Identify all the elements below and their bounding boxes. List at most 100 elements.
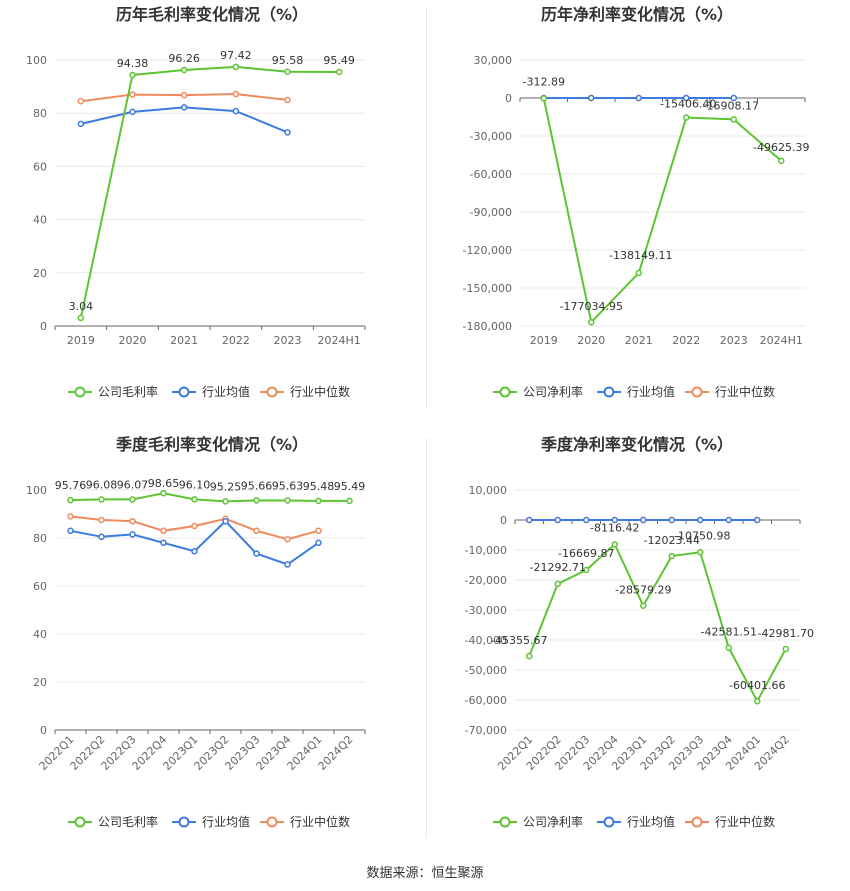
data-point <box>526 652 533 660</box>
legend-marker <box>499 816 511 828</box>
data-point <box>640 602 647 609</box>
data-point <box>315 497 322 505</box>
data-point <box>635 269 642 277</box>
data-label: -60401.66 <box>729 679 785 692</box>
data-point <box>640 516 647 524</box>
data-point <box>160 539 167 547</box>
data-label: 98.65 <box>148 477 180 490</box>
legend-item: 公司净利率 <box>493 814 583 829</box>
data-point <box>129 91 136 98</box>
x-tick-label: 2019 <box>67 334 95 347</box>
data-point <box>77 314 85 322</box>
legend-item: 行业中位数 <box>685 814 775 829</box>
data-point <box>284 68 291 76</box>
data-point <box>346 497 353 505</box>
x-tick-label: 2023 <box>720 334 748 347</box>
y-tick-label: -90,000 <box>470 206 512 219</box>
data-point <box>697 516 704 524</box>
legend-item: 公司净利率 <box>493 384 583 399</box>
legend-marker <box>266 386 278 398</box>
y-tick-label: 10,000 <box>469 484 508 497</box>
data-point <box>778 157 785 165</box>
data-point <box>67 496 74 504</box>
x-tick-label: 2020 <box>119 334 147 347</box>
legend-marker <box>266 816 278 828</box>
data-label: -138149.11 <box>609 249 672 262</box>
data-point <box>284 129 291 136</box>
data-point <box>526 516 533 524</box>
data-point <box>253 550 260 557</box>
legend-item: 行业中位数 <box>260 384 350 399</box>
data-label: -45355.67 <box>491 634 547 647</box>
x-tick-label: 2019 <box>530 334 558 347</box>
data-point <box>683 94 690 102</box>
data-point <box>232 107 240 115</box>
data-point <box>588 318 595 326</box>
data-point <box>222 498 229 505</box>
data-label: 95.48 <box>303 480 335 493</box>
data-point <box>725 644 732 651</box>
data-point <box>284 535 291 543</box>
data-label: -312.89 <box>523 75 565 88</box>
series-line <box>528 542 787 704</box>
data-label: 96.08 <box>86 478 118 491</box>
x-tick-label: 2024H1 <box>318 334 361 347</box>
chart-panel-quarterly-gross: 季度毛利率变化情况（%） 0 20 40 60 80 100 2022Q1 2022Q2 2022… <box>0 430 425 860</box>
data-label: -10750.98 <box>674 529 730 542</box>
data-point <box>67 513 74 520</box>
data-point <box>98 516 105 524</box>
y-tick-label: -40,000 <box>465 634 507 647</box>
legend-label: 行业均值 <box>627 814 675 829</box>
legend-marker <box>178 816 190 828</box>
y-tick-label: 60 <box>33 160 47 173</box>
x-tick-label: 2022 <box>222 334 250 347</box>
data-point <box>683 114 690 121</box>
data-label: 94.38 <box>117 57 149 70</box>
data-point <box>611 516 618 524</box>
y-tick-label: 100 <box>26 54 47 67</box>
data-point <box>222 517 229 525</box>
legend-label: 行业中位数 <box>290 384 350 399</box>
data-point <box>583 516 590 524</box>
data-label: -15406.40 <box>660 98 716 111</box>
data-point <box>583 566 590 574</box>
y-tick-label: -30,000 <box>470 130 512 143</box>
y-tick-label: 20 <box>33 267 47 280</box>
chart-title: 历年毛利率变化情况（%） <box>116 5 308 24</box>
data-point <box>554 516 561 524</box>
data-label: -42581.51 <box>701 626 757 639</box>
data-point <box>697 549 704 556</box>
data-label: 95.25 <box>210 480 242 493</box>
y-tick-label: 30,000 <box>474 54 513 67</box>
series-line <box>79 65 340 319</box>
y-tick-label: -60,000 <box>470 168 512 181</box>
y-tick-label: -120,000 <box>463 244 512 257</box>
data-point <box>253 527 260 535</box>
y-tick-label: -60,000 <box>465 694 507 707</box>
legend-marker <box>499 386 511 398</box>
data-label: -12023.44 <box>644 534 700 547</box>
divider-bottom <box>426 438 427 838</box>
data-point <box>588 94 595 102</box>
data-label: 3.04 <box>69 300 94 313</box>
y-tick-label: -30,000 <box>465 604 507 617</box>
y-tick-label: -10,000 <box>465 544 507 557</box>
data-point <box>98 533 105 541</box>
y-tick-label: -20,000 <box>465 574 507 587</box>
data-point <box>129 496 136 503</box>
legend-marker <box>691 386 703 398</box>
data-point <box>668 516 675 524</box>
data-point <box>754 697 761 705</box>
data-point <box>77 97 85 105</box>
legend-item: 行业均值 <box>597 384 675 399</box>
data-label: -8116.42 <box>590 521 639 534</box>
data-point <box>540 95 547 102</box>
data-point <box>160 489 167 497</box>
chart-panel-annual-net: 历年净利率变化情况（%） 30,000 0 -30,000 -60,000 -90,000… <box>425 0 850 430</box>
legend-marker <box>603 386 615 398</box>
legend-marker <box>74 386 86 398</box>
x-tick-label: 2024H1 <box>760 334 803 347</box>
data-label: 96.10 <box>179 478 211 491</box>
annual-gross-chart: 历年毛利率变化情况（%） 0 20 40 60 80 100 2019 2020 2021 2022… <box>26 5 366 399</box>
series-line <box>542 98 782 325</box>
